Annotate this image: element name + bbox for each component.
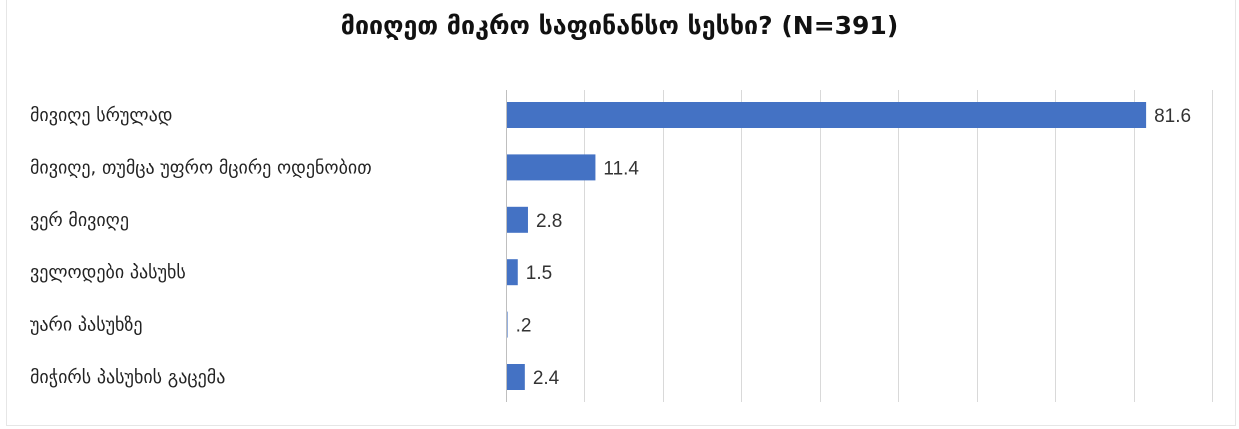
chart-border [6,0,1236,426]
chart-title: მიიღეთ მიკრო საფინანსო სესხი? (N=391) [340,11,899,40]
category-label: უარი პასუხზე [30,315,143,336]
bar [506,259,518,286]
bar [506,154,596,181]
data-label: .2 [516,316,532,337]
category-label: ველოდები პასუხს [30,262,186,283]
data-label: 1.5 [526,263,552,284]
data-label: 2.8 [536,211,562,232]
data-label: 81.6 [1154,106,1191,127]
bar [506,364,525,390]
bar [506,206,528,233]
data-label: 11.4 [603,158,639,179]
category-label: მივიღე, თუმცა უფრო მცირე ოდენობით [30,157,372,178]
category-label: მიჭირს პასუხის გაცემა [30,367,225,388]
data-label: 2.4 [533,368,560,389]
bar [506,102,1147,128]
category-label: ვერ მივიღე [30,210,129,231]
category-label: მივიღე სრულად [30,105,172,126]
